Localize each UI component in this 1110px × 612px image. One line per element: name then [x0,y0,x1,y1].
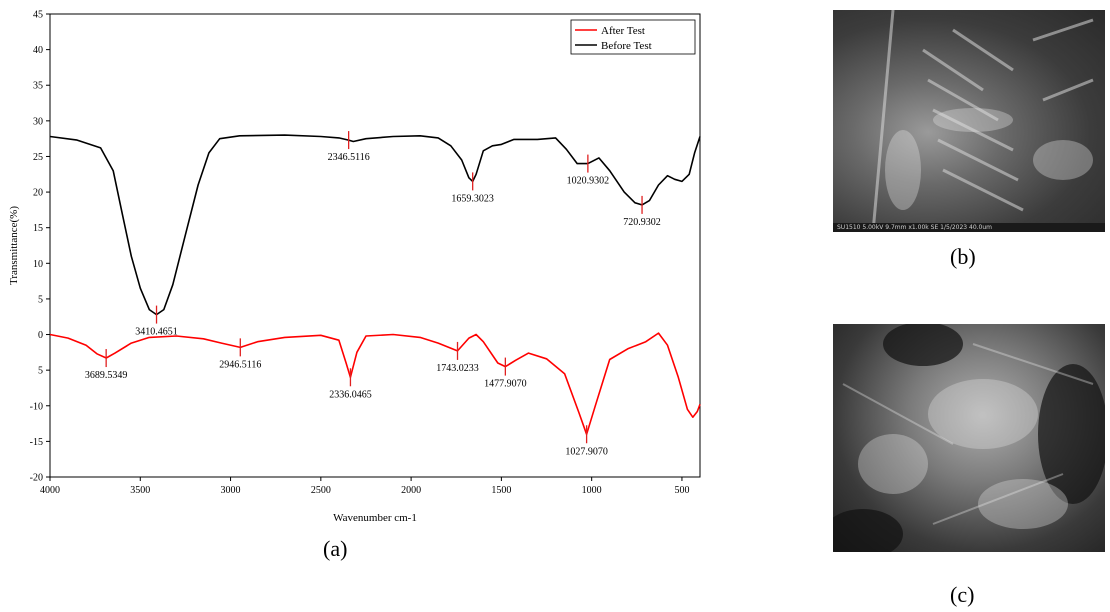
y-tick-label: 40 [33,45,43,56]
panel-label-a: (a) [323,536,348,561]
sem-image-c [833,324,1105,552]
peak-label: 1027.9070 [565,446,608,457]
x-tick-label: 3500 [130,485,150,496]
x-tick-label: 1000 [582,485,602,496]
peak-label: 1477.9070 [484,379,527,390]
y-tick-label: -10 [30,401,43,412]
series-line-before-test [49,134,701,316]
y-tick-label: 10 [33,259,43,270]
y-tick-label: 15 [33,223,43,234]
x-tick-label: 2500 [311,485,331,496]
ftir-chart: -20 -15 -10 5 0 5 10 15 20 25 30 35 40 45 4000 3500 3000… [8,10,701,524]
peak-label: 1659.3023 [451,193,494,204]
y-tick-label: 35 [33,81,43,92]
legend-label: Before Test [601,40,652,52]
sem-image-b: SU1510 5.00kV 9.7mm x1.00k SE 1/5/2023 4… [833,10,1105,232]
series-line-after-test [49,332,701,436]
x-tick-label: 3000 [221,485,241,496]
y-tick-label: -15 [30,437,43,448]
x-tick-label: 2000 [401,485,421,496]
x-tick-label: 1500 [491,485,511,496]
y-axis-label: Transmittance(%) [8,206,20,285]
sem-texture-c [833,324,1105,552]
y-tick-label: 20 [33,188,43,199]
x-tick-label: 500 [674,485,689,496]
y-tick-label: 45 [33,10,43,21]
sem-scale-bar: SU1510 5.00kV 9.7mm x1.00k SE 1/5/2023 4… [833,223,1105,232]
peak-label: 720.9302 [623,217,661,228]
y-tick-label: 30 [33,116,43,127]
sem-texture-b [871,10,1094,232]
peak-label: 3689.5349 [85,370,128,381]
y-tick-label: 5 [38,366,43,377]
legend-box [570,19,696,55]
peak-label: 1743.0233 [436,363,479,374]
peak-label: 3410.4651 [135,327,178,338]
y-tick-label: -20 [30,473,43,484]
panel-label-c: (c) [950,582,975,607]
y-tick-label: 0 [38,330,43,341]
y-tick-label: 25 [33,152,43,163]
x-axis-label: Wavenumber cm-1 [333,512,417,524]
x-tick-label: 4000 [40,485,60,496]
peak-label: 2946.5116 [219,359,261,370]
panel-label-b: (b) [950,244,976,269]
peak-label: 2336.0465 [329,389,372,400]
plot-frame [49,13,701,478]
y-tick-label: 5 [38,294,43,305]
peak-label: 1020.9302 [567,176,610,187]
legend-label: After Test [601,25,645,37]
peak-label: 2346.5116 [328,152,370,163]
